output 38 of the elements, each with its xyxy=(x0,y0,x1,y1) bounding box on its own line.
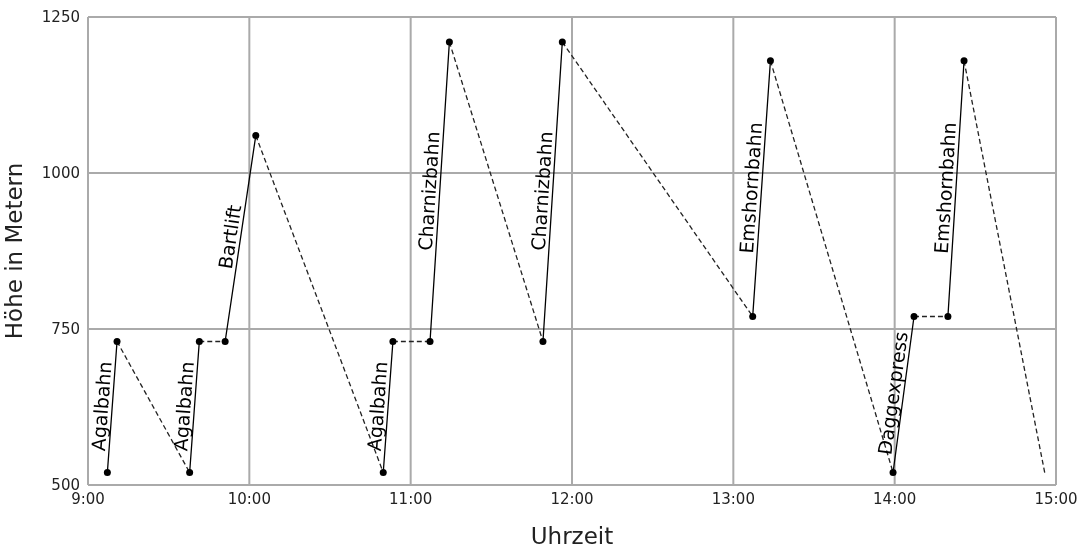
y-tick-label: 750 xyxy=(51,320,80,339)
point xyxy=(910,313,918,321)
point xyxy=(889,469,897,477)
annotation: Daggexpress xyxy=(873,330,912,456)
point xyxy=(749,313,757,321)
x-tick-label: 14:00 xyxy=(873,489,917,508)
annotation: Agalbahn xyxy=(86,360,116,452)
annotation: Emshornbahn xyxy=(929,121,961,255)
x-tick-label: 10:00 xyxy=(227,489,271,508)
annotation: Agalbahn xyxy=(362,360,392,452)
point xyxy=(426,337,434,345)
annotation: Charnizbahn xyxy=(413,130,444,252)
annotation: Charnizbahn xyxy=(526,130,557,252)
x-tick-label: 13:00 xyxy=(711,489,755,508)
point xyxy=(379,469,387,477)
annotation: Agalbahn xyxy=(169,360,198,452)
point xyxy=(103,469,111,477)
point xyxy=(221,337,229,345)
x-tick-label: 11:00 xyxy=(389,489,433,508)
point xyxy=(539,337,547,345)
annotation: Bartlift xyxy=(213,203,246,271)
x-tick-label: 12:00 xyxy=(550,489,594,508)
point xyxy=(944,313,952,321)
point xyxy=(195,337,203,345)
x-tick-label: 15:00 xyxy=(1034,489,1078,508)
point xyxy=(558,38,566,46)
annotation: Emshornbahn xyxy=(735,121,767,255)
point xyxy=(766,57,774,65)
point xyxy=(252,132,260,140)
y-tick-label: 1250 xyxy=(41,8,80,27)
y-tick-label: 1000 xyxy=(41,164,80,183)
x-axis-title: Uhrzeit xyxy=(530,523,614,546)
point xyxy=(389,337,397,345)
point xyxy=(960,57,968,65)
y-axis-title: Höhe in Metern xyxy=(1,162,28,340)
point xyxy=(186,469,194,477)
point xyxy=(113,337,121,345)
point xyxy=(445,38,453,46)
